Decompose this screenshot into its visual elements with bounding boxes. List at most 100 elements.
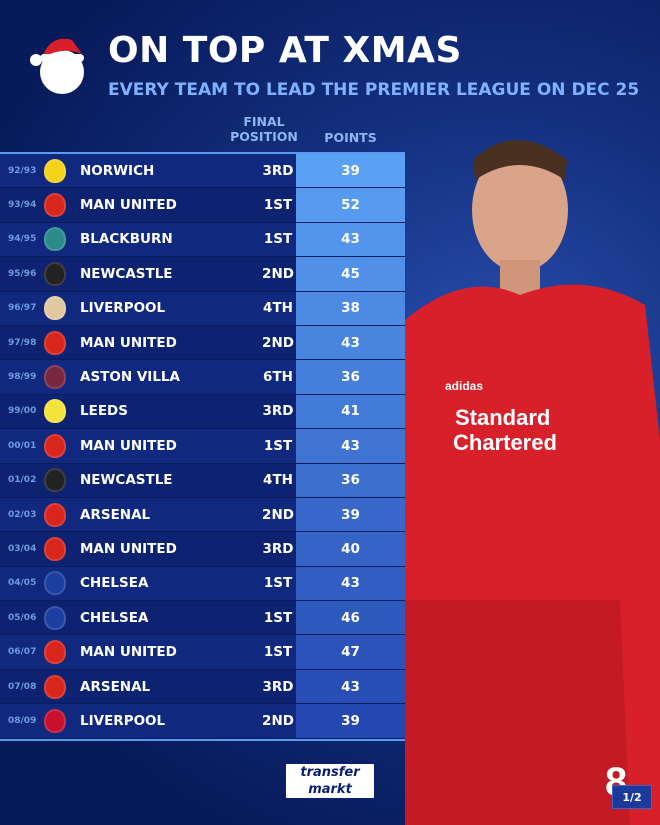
- season: 08/09: [8, 715, 37, 726]
- table-row: 07/08 ARSENAL 3RD 43: [0, 669, 405, 705]
- points: 52: [296, 188, 405, 222]
- season: 01/02: [8, 475, 37, 486]
- club-crest-icon: [44, 399, 66, 424]
- table-row: 05/06 CHELSEA 1ST 46: [0, 601, 405, 636]
- table-row: 94/95 BLACKBURN 1ST 43: [0, 222, 405, 258]
- shirt-sponsor-line2: Chartered: [453, 430, 557, 455]
- player-photo: Standard Chartered adidas 8: [405, 140, 660, 825]
- points: 36: [296, 463, 405, 497]
- team-name: NEWCASTLE: [80, 472, 173, 489]
- table-row: 00/01 MAN UNITED 1ST 43: [0, 429, 405, 464]
- club-crest-icon: [44, 193, 66, 218]
- final-position: 2ND: [262, 506, 294, 523]
- premier-league-lion-santa-hat-logo: [30, 38, 84, 94]
- final-position: 2ND: [262, 265, 294, 282]
- table-row: 03/04 MAN UNITED 3RD 40: [0, 532, 405, 567]
- table-row: 08/09 LIVERPOOL 2ND 39: [0, 704, 405, 739]
- team-name: MAN UNITED: [80, 197, 177, 214]
- final-position: 1ST: [263, 644, 293, 661]
- points: 39: [296, 154, 405, 188]
- final-position: 3RD: [262, 403, 294, 420]
- points: 41: [296, 394, 405, 429]
- table-row: 96/97 LIVERPOOL 4TH 38: [0, 291, 405, 326]
- column-header-points: POINTS: [324, 130, 377, 145]
- table-row: 06/07 MAN UNITED 1ST 47: [0, 635, 405, 670]
- table-row: 92/93 NORWICH 3RD 39: [0, 154, 405, 189]
- table-row: 01/02 NEWCASTLE 4TH 36: [0, 463, 405, 498]
- points: 43: [296, 429, 405, 463]
- club-crest-icon: [44, 605, 66, 630]
- team-name: MAN UNITED: [80, 334, 177, 351]
- points: 38: [296, 291, 405, 325]
- final-position: 1ST: [263, 609, 293, 626]
- table-row: 97/98 MAN UNITED 2ND 43: [0, 325, 405, 361]
- points: 39: [296, 704, 405, 738]
- points: 40: [296, 532, 405, 566]
- points: 39: [296, 497, 405, 532]
- season: 07/08: [8, 681, 37, 692]
- table-row: 95/96 NEWCASTLE 2ND 45: [0, 257, 405, 292]
- team-name: MAN UNITED: [80, 540, 177, 557]
- team-name: ARSENAL: [80, 678, 151, 695]
- table-row: 98/99 ASTON VILLA 6TH 36: [0, 360, 405, 395]
- page-indicator[interactable]: 1/2: [612, 785, 652, 809]
- club-crest-icon: [44, 296, 66, 321]
- club-crest-icon: [44, 330, 66, 355]
- table-row: 04/05 CHELSEA 1ST 43: [0, 566, 405, 602]
- table-row: 93/94 MAN UNITED 1ST 52: [0, 188, 405, 223]
- points: 45: [296, 257, 405, 291]
- club-crest-icon: [44, 708, 66, 733]
- table-row: 99/00 LEEDS 3RD 41: [0, 394, 405, 430]
- final-position: 4TH: [263, 300, 293, 317]
- season: 94/95: [8, 234, 37, 245]
- club-crest-icon: [44, 365, 66, 390]
- season: 03/04: [8, 543, 37, 554]
- team-name: CHELSEA: [80, 609, 149, 626]
- points: 43: [296, 566, 405, 601]
- club-crest-icon: [44, 468, 66, 493]
- points: 47: [296, 635, 405, 669]
- team-name: LIVERPOOL: [80, 300, 166, 317]
- club-crest-icon: [44, 227, 66, 252]
- club-crest-icon: [44, 158, 66, 183]
- season: 06/07: [8, 647, 37, 658]
- season: 92/93: [8, 165, 37, 176]
- season: 98/99: [8, 372, 37, 383]
- points: 43: [296, 325, 405, 360]
- team-name: MAN UNITED: [80, 644, 177, 661]
- club-crest-icon: [44, 640, 66, 665]
- season: 02/03: [8, 509, 37, 520]
- club-crest-icon: [44, 571, 66, 596]
- table-row: 02/03 ARSENAL 2ND 39: [0, 497, 405, 533]
- season: 05/06: [8, 612, 37, 623]
- season: 04/05: [8, 578, 37, 589]
- team-name: NEWCASTLE: [80, 265, 173, 282]
- team-name: ARSENAL: [80, 506, 151, 523]
- final-position: 1ST: [263, 231, 293, 248]
- season: 97/98: [8, 337, 37, 348]
- season: 96/97: [8, 303, 37, 314]
- season: 93/94: [8, 200, 37, 211]
- season: 00/01: [8, 440, 37, 451]
- team-name: LIVERPOOL: [80, 712, 166, 729]
- final-position: 1ST: [263, 437, 293, 454]
- season: 95/96: [8, 268, 37, 279]
- final-position: 4TH: [263, 472, 293, 489]
- team-name: ASTON VILLA: [80, 369, 180, 386]
- club-crest-icon: [44, 261, 66, 286]
- final-position: 1ST: [263, 575, 293, 592]
- final-position: 3RD: [262, 540, 294, 557]
- club-crest-icon: [44, 674, 66, 699]
- team-name: NORWICH: [80, 162, 155, 179]
- points: 46: [296, 601, 405, 635]
- club-crest-icon: [44, 433, 66, 458]
- team-name: BLACKBURN: [80, 231, 173, 248]
- final-position: 6TH: [263, 369, 293, 386]
- final-position: 2ND: [262, 712, 294, 729]
- final-position: 1ST: [263, 197, 293, 214]
- page-subtitle: EVERY TEAM TO LEAD THE PREMIER LEAGUE ON…: [108, 80, 640, 100]
- team-name: MAN UNITED: [80, 437, 177, 454]
- brand-line1: transfer: [300, 765, 360, 780]
- team-name: CHELSEA: [80, 575, 149, 592]
- transfermarkt-logo: transfer markt: [284, 762, 376, 800]
